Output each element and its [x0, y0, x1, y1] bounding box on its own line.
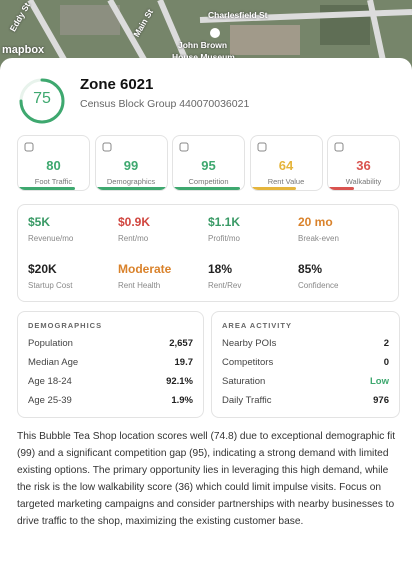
row-label: Age 25-39 [28, 395, 72, 406]
score: 75 [33, 90, 51, 107]
map-art [0, 0, 412, 70]
financial-value: $5K [28, 215, 51, 229]
row-label: Age 18-24 [28, 376, 72, 387]
metric-score: 80 [46, 158, 61, 173]
map: Eddy St Main St Charlesfield St John Brown H… [0, 0, 412, 70]
metric-card: 95 Competition [172, 135, 245, 191]
metric-bar [250, 187, 296, 190]
metric-icon [179, 142, 189, 152]
financial-value: $20K [28, 262, 57, 276]
metric-icon [102, 142, 111, 152]
row-label: Nearby POIs [222, 338, 277, 349]
metric-card: 80 Foot Traffic [17, 135, 90, 191]
section-title: DEMOGRAPHICS [28, 321, 103, 330]
metric-score: 64 [278, 158, 294, 173]
financial-value: 20 mo [298, 215, 333, 229]
row-value: 19.7 [174, 357, 194, 368]
score-ring [19, 78, 65, 124]
metric-bar [173, 187, 241, 190]
metric-card: 64 Rent Value [249, 135, 323, 191]
row-label: Competitors [222, 357, 274, 368]
row-label: Daily Traffic [222, 395, 272, 406]
map-label: mapbox [2, 44, 45, 56]
financial-value: $0.9K [118, 215, 151, 229]
row-value: 2 [383, 338, 389, 349]
row-label: Median Age [28, 357, 79, 368]
metric-bar [18, 187, 75, 190]
metric-icon [257, 142, 266, 152]
row-value: 1.9% [171, 395, 193, 406]
metric-bar [95, 187, 166, 190]
demographics-box: DEMOGRAPHICS Population 2,657 Median Age 19.… [17, 311, 204, 418]
financials-box: $5K Revenue/mo $0.9K Rent/mo $1.1K Profit/mo 2… [17, 204, 399, 302]
summary: This Bubble Tea Shop location scores wel… [17, 431, 396, 527]
financial-label: Revenue/mo [28, 234, 74, 243]
row-value: 0 [383, 357, 389, 368]
zone-title: Zone 6021 [80, 76, 154, 93]
metric-bar [328, 187, 354, 190]
row-label: Saturation [222, 376, 266, 387]
row-value: 2,657 [169, 338, 193, 349]
financial-label: Confidence [298, 281, 339, 290]
metric-label: Demographics [106, 177, 156, 186]
financial-label: Rent Health [118, 281, 161, 290]
zone-card: 75 Zone 6021 Census Block Group 44007003… [0, 58, 412, 573]
metric-icon [24, 142, 34, 152]
financial-value: 18% [208, 262, 233, 276]
financial-label: Startup Cost [28, 281, 73, 290]
map-label: Charlesfield St [208, 10, 268, 20]
financial-label: Break-even [298, 234, 339, 243]
map-label: John Brown [178, 40, 228, 50]
score-arc [19, 78, 65, 124]
financial-value: Moderate [118, 262, 172, 276]
financial-label: Rent/Rev [208, 281, 242, 290]
section-title: AREA ACTIVITY [222, 321, 292, 330]
row-value: 976 [373, 395, 389, 406]
metric-label: Rent Value [267, 177, 305, 186]
financial-value: $1.1K [208, 215, 241, 229]
metric-score: 95 [201, 158, 216, 173]
financial-value: 85% [298, 262, 323, 276]
metric-label: Walkability [345, 177, 382, 186]
metric-score: 99 [123, 158, 139, 173]
metric-icon [334, 142, 344, 152]
metric-label: Competition [188, 177, 229, 186]
metric-card: 36 Walkability [327, 135, 400, 191]
metric-card: 99 Demographics [94, 135, 168, 191]
metric-score: 36 [356, 158, 371, 173]
row-value: 92.1% [166, 376, 193, 387]
area-activity-box: AREA ACTIVITY Nearby POIs 2 Competitors 0 Sat… [211, 311, 400, 418]
financial-label: Profit/mo [208, 234, 241, 243]
zone-subtitle: Census Block Group 440070036021 [80, 98, 250, 110]
map-label: House Museum [172, 52, 235, 62]
financial-label: Rent/mo [118, 234, 149, 243]
row-value: Low [370, 376, 389, 387]
metric-label: Foot Traffic [34, 177, 73, 186]
row-label: Population [28, 338, 73, 349]
